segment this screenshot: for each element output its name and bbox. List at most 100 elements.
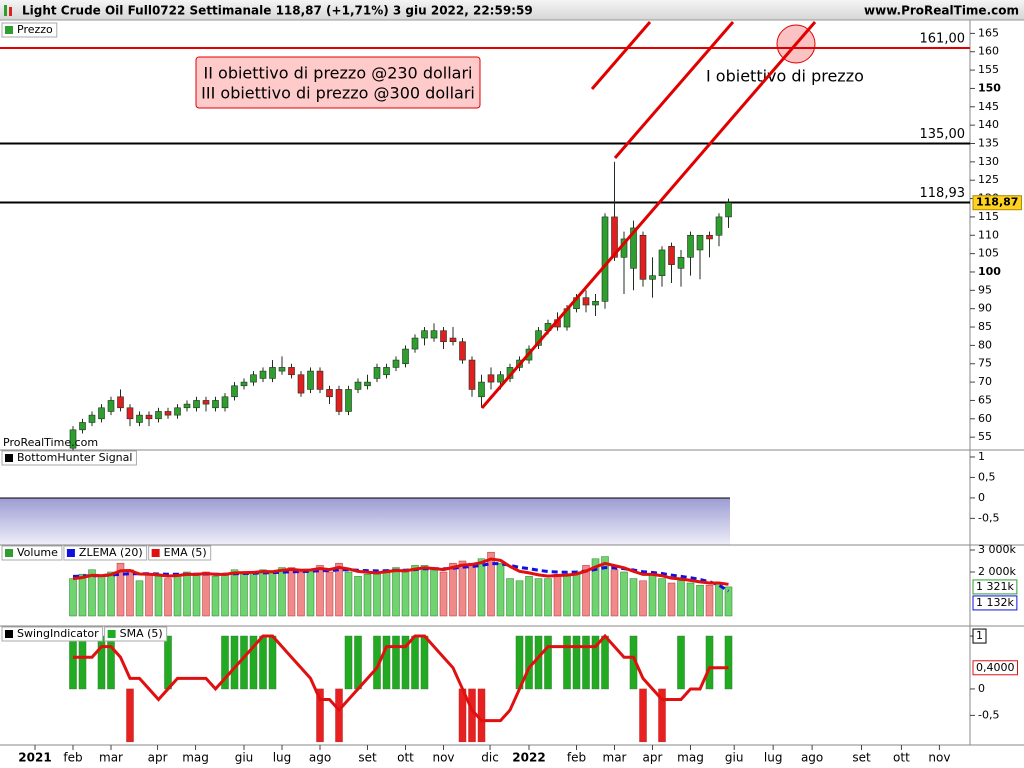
last-value-box	[972, 660, 1018, 676]
bar	[582, 565, 590, 617]
bar	[658, 688, 666, 743]
x-axis-bg	[0, 745, 1024, 768]
bar	[686, 582, 695, 617]
trend-line	[590, 21, 652, 90]
bar	[325, 571, 334, 617]
y-tick-label: 85	[978, 320, 992, 333]
y-tick-label: 70	[978, 375, 992, 388]
bar	[582, 635, 590, 690]
bar	[601, 635, 609, 690]
bar	[487, 551, 495, 617]
bar	[316, 565, 324, 617]
bar	[458, 560, 467, 617]
bar	[202, 571, 210, 617]
x-tick-label: 2021	[18, 751, 51, 765]
y-tick-label: 75	[978, 357, 992, 370]
candle-body	[126, 407, 134, 420]
candle-body	[316, 370, 324, 390]
bar	[401, 635, 410, 690]
bar	[420, 565, 429, 617]
x-tick-label: set	[852, 751, 871, 765]
y-tick-label: 130	[978, 155, 999, 168]
candle-body	[411, 337, 419, 350]
y-tick-label: 3 000k	[978, 543, 1016, 556]
bar	[392, 567, 400, 617]
x-tick-label: giu	[725, 751, 744, 765]
bar	[173, 573, 182, 617]
bar	[639, 580, 647, 617]
bar	[69, 578, 77, 617]
bar	[211, 576, 220, 617]
bar	[373, 573, 381, 617]
line	[72, 557, 729, 586]
candle-body	[706, 234, 713, 240]
candle-body	[668, 245, 675, 265]
bar	[97, 635, 106, 690]
candle-body	[69, 429, 77, 449]
candle-body	[430, 330, 438, 339]
candle-body	[601, 216, 609, 302]
last-value-label: 1	[976, 629, 983, 642]
header-title: Light Crude Oil Full0722 Settimanale 118…	[22, 4, 533, 18]
candle-body	[354, 381, 362, 390]
candle-body	[269, 367, 276, 379]
y-tick-label: 80	[978, 338, 992, 351]
bar	[477, 688, 486, 743]
candle-body	[392, 359, 400, 368]
trend-line	[613, 21, 735, 159]
bar	[420, 635, 429, 690]
bar	[430, 569, 438, 617]
bar	[240, 635, 248, 690]
bar	[677, 635, 685, 690]
x-tick-label: mar	[603, 751, 627, 765]
bar	[382, 569, 391, 617]
bar	[534, 578, 543, 617]
bar	[240, 571, 248, 617]
legend-label: SwingIndicator	[17, 627, 99, 640]
candle-body	[145, 414, 153, 420]
bar	[97, 576, 106, 617]
bar	[544, 578, 552, 617]
bar	[354, 635, 362, 690]
bar	[591, 558, 600, 617]
bar	[344, 571, 353, 617]
header-bar	[0, 0, 1024, 20]
legend-swatch	[5, 454, 13, 462]
candle-body	[440, 330, 447, 343]
x-tick-label: lug	[273, 751, 292, 765]
header-site: www.ProRealTime.com	[864, 4, 1019, 18]
bar	[107, 635, 115, 690]
y-tick-label: -0,5	[978, 511, 999, 524]
legend-label: Volume	[17, 546, 58, 559]
candle-body	[658, 249, 666, 276]
bar	[306, 569, 315, 617]
last-value-label: 118,87	[976, 196, 1018, 209]
candle-body	[402, 348, 409, 365]
candle-body	[487, 374, 495, 383]
legend-box	[1, 626, 104, 642]
y-tick-label: 150	[978, 81, 1001, 94]
candle-body	[639, 234, 647, 280]
candle-body	[193, 400, 200, 409]
legend-label: Prezzo	[17, 23, 53, 36]
bar	[335, 688, 343, 743]
bar	[316, 688, 324, 743]
bar	[154, 576, 163, 617]
y-tick-label: 0,5	[978, 470, 996, 483]
bar	[249, 635, 258, 690]
y-tick-label: 55	[978, 430, 992, 443]
annotation-box	[195, 56, 481, 109]
bar	[230, 569, 239, 617]
bar	[591, 635, 600, 690]
candle-body	[611, 216, 618, 258]
candle-body	[88, 414, 96, 423]
candle-body	[231, 385, 238, 398]
bar	[601, 556, 609, 617]
y-tick-label: 140	[978, 118, 999, 131]
bar	[563, 573, 571, 617]
bar	[696, 584, 704, 617]
candle-body	[98, 407, 105, 420]
y-tick-label: 105	[978, 247, 999, 260]
candle-body	[240, 381, 248, 387]
